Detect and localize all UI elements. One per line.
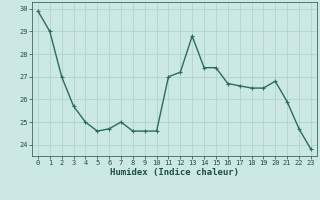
X-axis label: Humidex (Indice chaleur): Humidex (Indice chaleur): [110, 168, 239, 177]
